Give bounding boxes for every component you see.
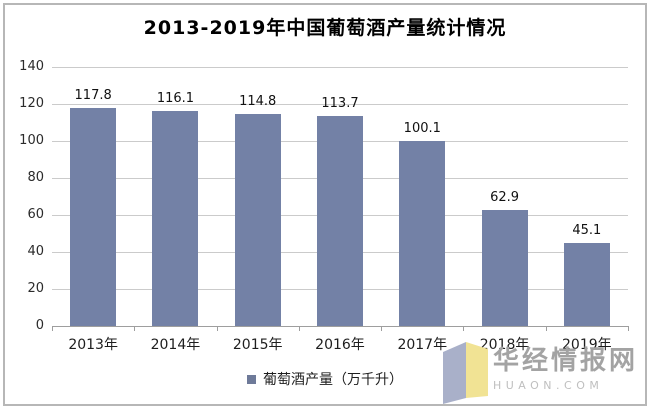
y-axis-tick-label: 20 bbox=[27, 281, 44, 296]
x-axis-tick bbox=[463, 326, 465, 331]
bar-value-label: 62.9 bbox=[490, 189, 520, 205]
x-axis-category-label: 2018年 bbox=[479, 337, 530, 353]
bar-2013年 bbox=[70, 108, 117, 326]
legend-marker-icon bbox=[247, 374, 256, 384]
huaon-logo-icon bbox=[443, 342, 488, 404]
bar-value-label: 114.8 bbox=[239, 93, 277, 109]
y-axis-tick-label: 60 bbox=[27, 207, 44, 222]
bar-value-label: 116.1 bbox=[156, 91, 195, 107]
bar-value-label: 45.1 bbox=[572, 222, 602, 238]
bar-value-label: 100.1 bbox=[403, 120, 441, 136]
x-axis-tick bbox=[134, 326, 136, 331]
x-axis-category-label: 2015年 bbox=[232, 337, 283, 353]
x-axis-tick bbox=[545, 326, 547, 331]
x-axis-category-label: 2017年 bbox=[397, 337, 448, 353]
y-axis-tick-label: 40 bbox=[27, 244, 44, 259]
bar-2016年 bbox=[317, 115, 363, 326]
watermark-domain: HUAON.COM bbox=[492, 379, 604, 392]
x-axis-category-label: 2014年 bbox=[150, 337, 201, 353]
x-axis-category-label: 2019年 bbox=[562, 337, 612, 353]
x-axis-tick bbox=[216, 326, 218, 331]
y-axis-tick-label: 0 bbox=[35, 318, 44, 333]
x-axis-tick bbox=[52, 326, 53, 331]
bar-2017年 bbox=[399, 140, 446, 326]
bar-2014年 bbox=[152, 111, 199, 326]
y-axis-tick-label: 120 bbox=[19, 96, 44, 111]
x-axis-category-label: 2016年 bbox=[315, 337, 365, 353]
y-axis-tick-label: 140 bbox=[19, 59, 44, 74]
watermark: 华经情报网 HUAON.COM bbox=[493, 348, 638, 391]
chart-title: 2013-2019年中国葡萄酒产量统计情况 bbox=[143, 17, 507, 39]
bar-value-label: 117.8 bbox=[74, 88, 112, 104]
x-axis-tick bbox=[628, 326, 629, 331]
chart-legend: 葡萄酒产量（万千升） bbox=[0, 369, 650, 389]
x-axis-tick bbox=[381, 326, 383, 331]
gridline bbox=[52, 67, 628, 68]
watermark-site-name: 华经情报网 bbox=[492, 346, 638, 376]
bar-2015年 bbox=[234, 113, 281, 326]
y-axis-tick-label: 100 bbox=[19, 133, 44, 148]
gridline bbox=[52, 104, 628, 105]
x-axis-category-label: 2013年 bbox=[68, 337, 118, 353]
bar-2018年 bbox=[481, 209, 528, 326]
legend-label: 葡萄酒产量（万千升） bbox=[263, 372, 403, 388]
y-axis-tick-label: 80 bbox=[27, 170, 44, 185]
bar-value-label: 113.7 bbox=[321, 95, 359, 111]
x-axis-tick bbox=[298, 326, 300, 331]
bar-2019年 bbox=[563, 242, 610, 326]
x-axis-line bbox=[52, 326, 629, 327]
